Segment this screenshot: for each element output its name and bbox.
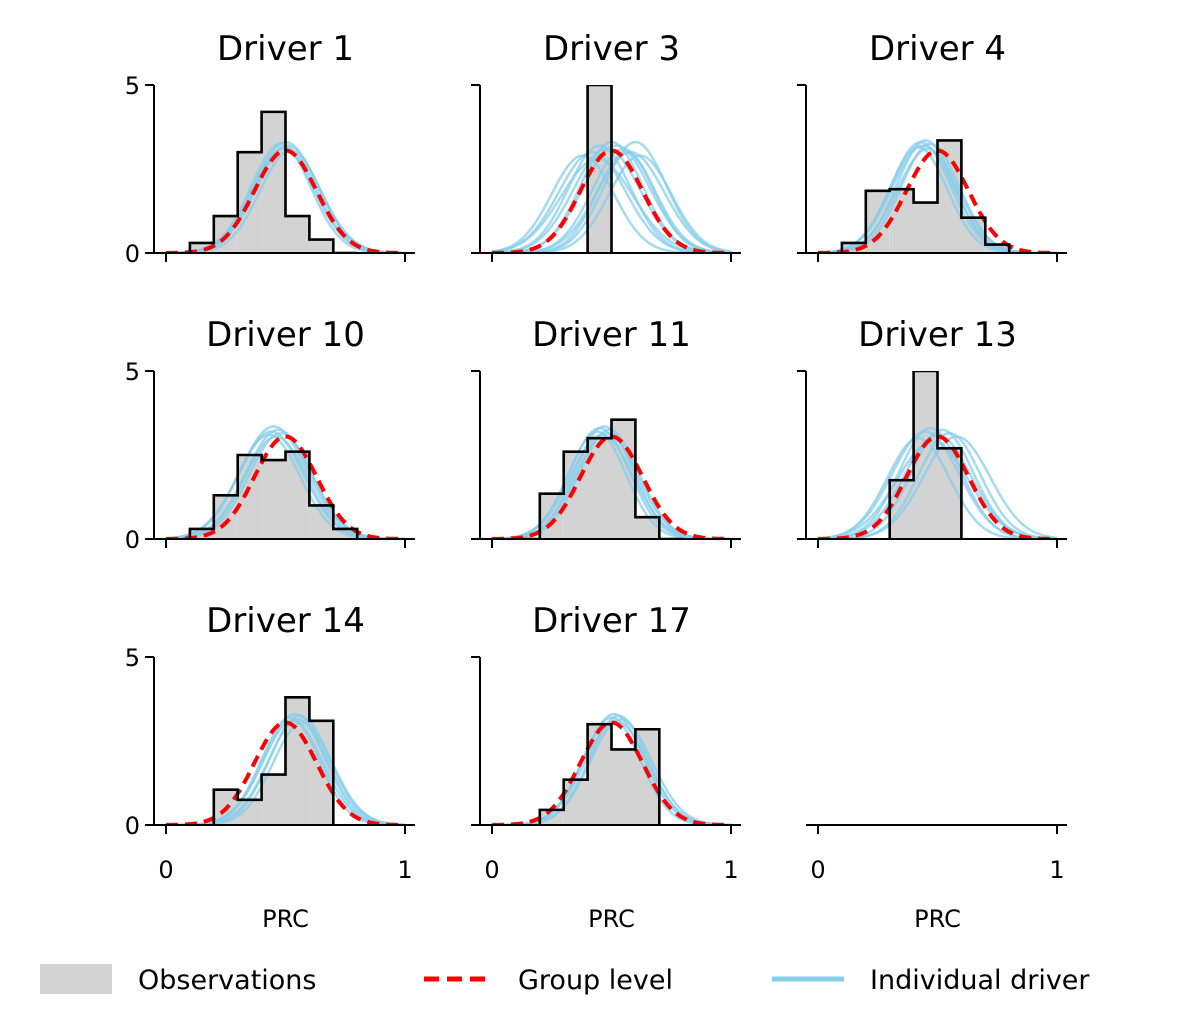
panel-6: Driver 13: [797, 315, 1067, 548]
legend-individual-driver-label: Individual driver: [870, 965, 1090, 996]
panel-title: Driver 13: [858, 315, 1017, 355]
panel-title: Driver 11: [532, 315, 691, 355]
panel-9: 0 1 PRC: [806, 824, 1067, 933]
y-tick-label: 5: [125, 72, 140, 100]
histogram-bar: [587, 438, 612, 539]
group-level-curve: [492, 434, 731, 539]
panel-4: 0 5 Driver 10: [125, 315, 415, 554]
histogram-bar: [261, 460, 286, 539]
y-tick-label: 0: [125, 812, 140, 840]
panel-7: 0 5 Driver 14 0 1 PRC: [125, 601, 415, 933]
histogram-outline: [188, 450, 359, 539]
y-tick-label: 5: [125, 644, 140, 672]
x-tick-label: 0: [158, 856, 173, 884]
group-level-curve: [818, 148, 1057, 253]
panel-5: Driver 11: [471, 315, 741, 548]
x-axis-label: PRC: [262, 905, 309, 933]
histogram-bar: [309, 239, 334, 253]
histogram-bar: [261, 111, 286, 253]
density-curves: [492, 712, 732, 825]
group-level-curve: [166, 720, 405, 825]
panel-title: Driver 4: [869, 29, 1006, 69]
histogram-outline: [888, 371, 963, 539]
group-level-curve: [492, 148, 731, 253]
panel-1: 0 5 Driver 1: [125, 29, 415, 268]
panel-8: Driver 17 0 1 PRC: [471, 601, 741, 933]
y-tick-label: 0: [125, 240, 140, 268]
x-tick-label: 1: [397, 856, 412, 884]
x-tick-label: 0: [484, 856, 499, 884]
panel-title: Driver 1: [217, 29, 354, 69]
legend-observations-label: Observations: [138, 965, 316, 996]
histogram-outline: [840, 139, 1011, 253]
individual-driver-curve: [165, 431, 406, 539]
histogram-outline: [188, 110, 358, 253]
x-tick-label: 1: [1049, 856, 1064, 884]
legend-group-level-label: Group level: [518, 965, 673, 996]
panels: 0 5 Driver 1 Driver 3 Driver 4 0 5 Driver 10 Dri…: [125, 29, 1067, 933]
histogram-bar: [611, 749, 636, 825]
histogram-bar: [913, 202, 938, 253]
group-level-curve: [166, 148, 405, 253]
legend-observations-swatch: [40, 964, 112, 994]
histogram-bar: [889, 189, 914, 253]
histogram-bar: [261, 774, 286, 825]
group-level-curve: [166, 434, 405, 539]
panel-title: Driver 10: [206, 315, 365, 355]
histogram-outline: [212, 696, 335, 825]
group-level-curve: [818, 434, 1057, 539]
histogram-outline: [538, 722, 661, 825]
histogram-bar: [913, 371, 938, 539]
panel-title: Driver 3: [543, 29, 680, 69]
panel-2: Driver 3: [471, 29, 741, 262]
individual-driver-curve: [818, 435, 1058, 539]
x-tick-label: 1: [723, 856, 738, 884]
group-level-curve: [492, 720, 731, 825]
histogram-bar: [937, 448, 962, 539]
legend: Observations Group level Individual driv…: [40, 964, 1090, 996]
x-axis-label: PRC: [914, 905, 961, 933]
histogram-outline: [515, 418, 684, 539]
histogram-outline: [586, 85, 613, 253]
x-tick-label: 0: [810, 856, 825, 884]
panel-title: Driver 17: [532, 601, 691, 641]
panel-3: Driver 4: [797, 29, 1067, 262]
panel-title: Driver 14: [206, 601, 365, 641]
y-tick-label: 5: [125, 358, 140, 386]
y-tick-label: 0: [125, 526, 140, 554]
histogram-bar: [285, 216, 310, 253]
x-axis-label: PRC: [588, 905, 635, 933]
